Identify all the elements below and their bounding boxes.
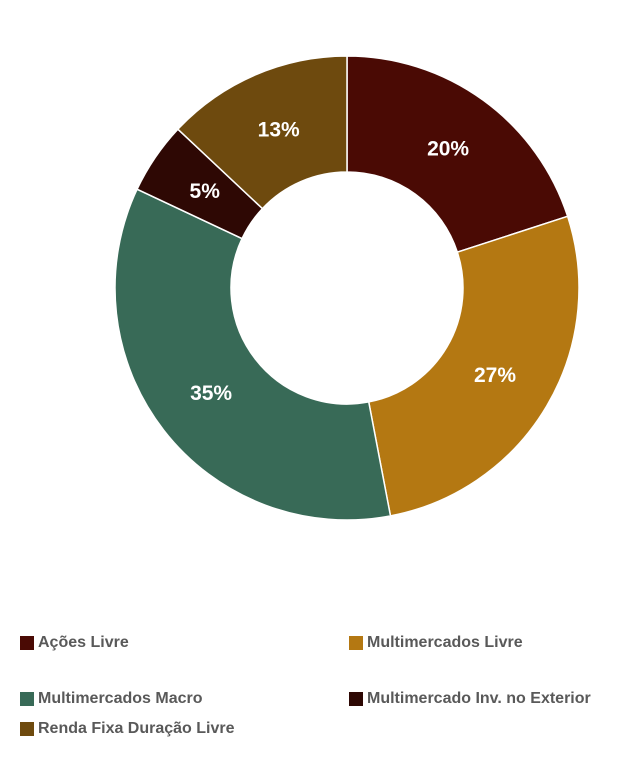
slice-multimercados-macro [114, 188, 392, 521]
slice-label-renda-fixa-duracao-livre: 13% [258, 119, 300, 142]
slice-multimercados-livre [367, 215, 580, 517]
slice-label-acoes-livre: 20% [427, 137, 469, 160]
slice-label-multimercado-inv-no-exterior: 5% [190, 180, 221, 203]
slice-renda-fixa-duracao-livre [176, 55, 348, 210]
slice-acoes-livre [346, 55, 569, 254]
slice-label-multimercados-macro: 35% [190, 382, 232, 405]
slice-label-multimercados-livre: 27% [474, 364, 516, 387]
donut-slices [114, 55, 580, 521]
donut-slice-labels: 20% 27% 35% 5% 13% [190, 119, 517, 405]
